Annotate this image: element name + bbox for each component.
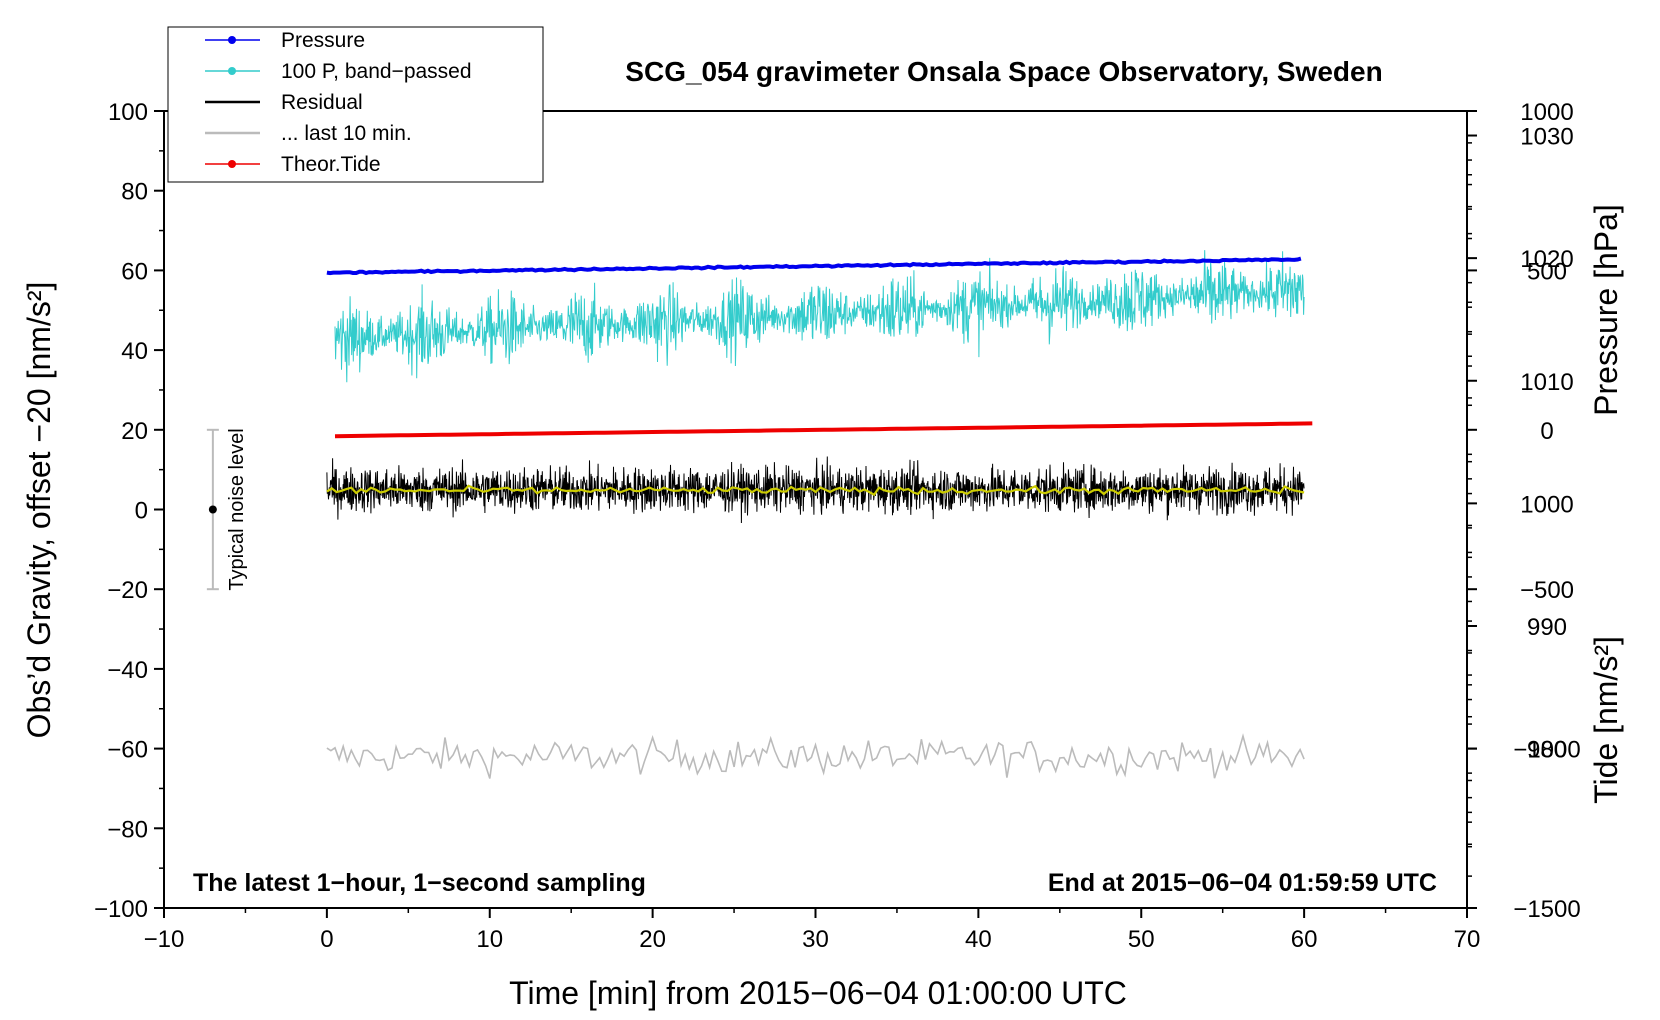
pressure-tick-label: 1010 (1520, 369, 1573, 396)
noise-bar (206, 428, 219, 591)
y-axis-title-pressure: Pressure [hPa] (1588, 204, 1624, 416)
series-last-10-min (326, 733, 1305, 779)
x-tick-label: 40 (965, 926, 992, 953)
y-tick-label: −20 (107, 577, 148, 604)
y-tick-label: 0 (135, 498, 148, 525)
x-tick-label: 10 (476, 926, 503, 953)
y-tick-label: 40 (121, 338, 148, 365)
y-tick-label: −40 (107, 657, 148, 684)
tide-tick-label: −1500 (1513, 896, 1580, 923)
noise-bar-center (208, 505, 217, 514)
x-tick-label: 50 (1128, 926, 1155, 953)
y-tick-label: 100 (108, 99, 148, 126)
y-axis-title-left: Obs’d Gravity, offset −20 [nm/s²] (21, 282, 57, 739)
series-pressure (326, 256, 1302, 276)
y-tick-label: 20 (121, 418, 148, 445)
tide-tick-label: −500 (1520, 577, 1574, 604)
x-axis-title: Time [min] from 2015−06−04 01:00:00 UTC (509, 975, 1127, 1011)
tide-tick-label: 0 (1540, 418, 1553, 445)
pressure-tick-label: 1000 (1520, 491, 1573, 518)
legend-marker-0 (228, 36, 236, 44)
legend-marker-1 (228, 67, 236, 75)
legend-label-3: ... last 10 min. (281, 122, 412, 145)
series-band-passed-pressure (334, 250, 1305, 383)
noise-label: Typical noise level (226, 428, 248, 590)
x-tick-label: 30 (802, 926, 829, 953)
tide-tick-label: −1000 (1513, 737, 1580, 764)
legend-marker-4 (228, 160, 236, 168)
axes-layer: −10 0 10 20 30 40 50 60 70−100−80−60−40−20020406… (94, 99, 1581, 953)
series-residual-smoothed (326, 484, 1305, 497)
x-tick-label: 60 (1291, 926, 1318, 953)
y-tick-label: −100 (94, 896, 148, 923)
series-layer (326, 250, 1313, 779)
x-tick-label: 0 (320, 926, 333, 953)
pressure-tick-label: 1030 (1520, 124, 1573, 151)
y-tick-label: −80 (107, 816, 148, 843)
tide-tick-label: 500 (1527, 258, 1567, 285)
pressure-tick-label: 1020 (1520, 246, 1573, 273)
pressure-tick-label: 990 (1527, 614, 1567, 641)
y-tick-label: −60 (107, 737, 148, 764)
legend-label-0: Pressure (281, 29, 365, 52)
legend-label-4: Theor.Tide (281, 153, 381, 176)
legend: Pressure 100 P, band−passed Residual ... la… (205, 29, 472, 176)
y-axis-title-tide: Tide [nm/s²] (1588, 636, 1624, 804)
x-tick-label: −10 (144, 926, 185, 953)
y-tick-label: 80 (121, 179, 148, 206)
end-time-note: End at 2015−06−04 01:59:59 UTC (1048, 869, 1437, 897)
x-tick-label: 70 (1454, 926, 1481, 953)
legend-label-1: 100 P, band−passed (281, 60, 472, 83)
sampling-note: The latest 1−hour, 1−second sampling (193, 869, 646, 897)
tide-tick-label: 1000 (1520, 99, 1573, 126)
y-tick-label: 60 (121, 258, 148, 285)
chart-title: SCG_054 gravimeter Onsala Space Observat… (625, 56, 1382, 87)
x-tick-label: 20 (639, 926, 666, 953)
series-theoretical-tide (334, 421, 1313, 439)
legend-label-2: Residual (281, 91, 363, 114)
pressure-tick-label: 980 (1527, 737, 1567, 764)
legend-box (167, 26, 544, 183)
